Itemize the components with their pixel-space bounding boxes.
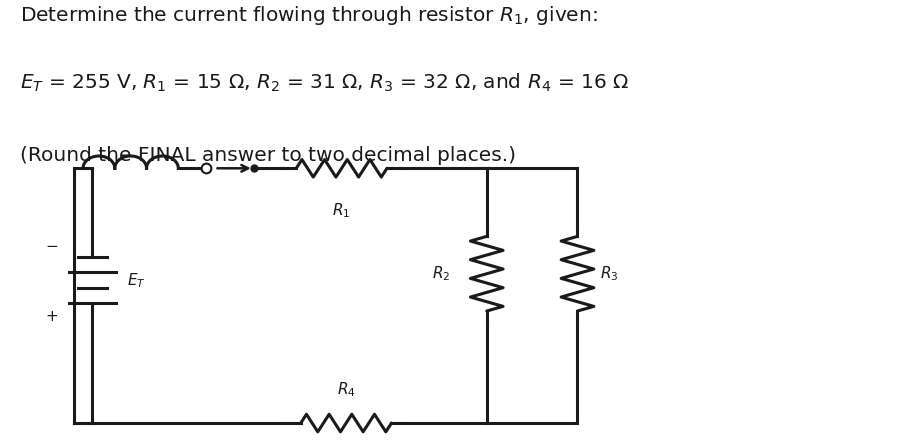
Text: $R_1$: $R_1$	[332, 201, 350, 220]
Text: $E_T$: $E_T$	[127, 271, 147, 290]
Text: Determine the current flowing through resistor $R_1$, given:: Determine the current flowing through re…	[19, 4, 597, 27]
Text: $E_T$ = 255 V, $R_1$ = 15 $\Omega$, $R_2$ = 31 $\Omega$, $R_3$ = 32 $\Omega$, an: $E_T$ = 255 V, $R_1$ = 15 $\Omega$, $R_2…	[19, 72, 629, 94]
Text: $R_2$: $R_2$	[432, 264, 450, 283]
Text: +: +	[46, 309, 58, 324]
Text: $R_3$: $R_3$	[601, 264, 619, 283]
Text: $R_4$: $R_4$	[337, 380, 356, 399]
Text: (Round the FINAL answer to two decimal places.): (Round the FINAL answer to two decimal p…	[19, 146, 516, 165]
Text: −: −	[46, 239, 58, 254]
